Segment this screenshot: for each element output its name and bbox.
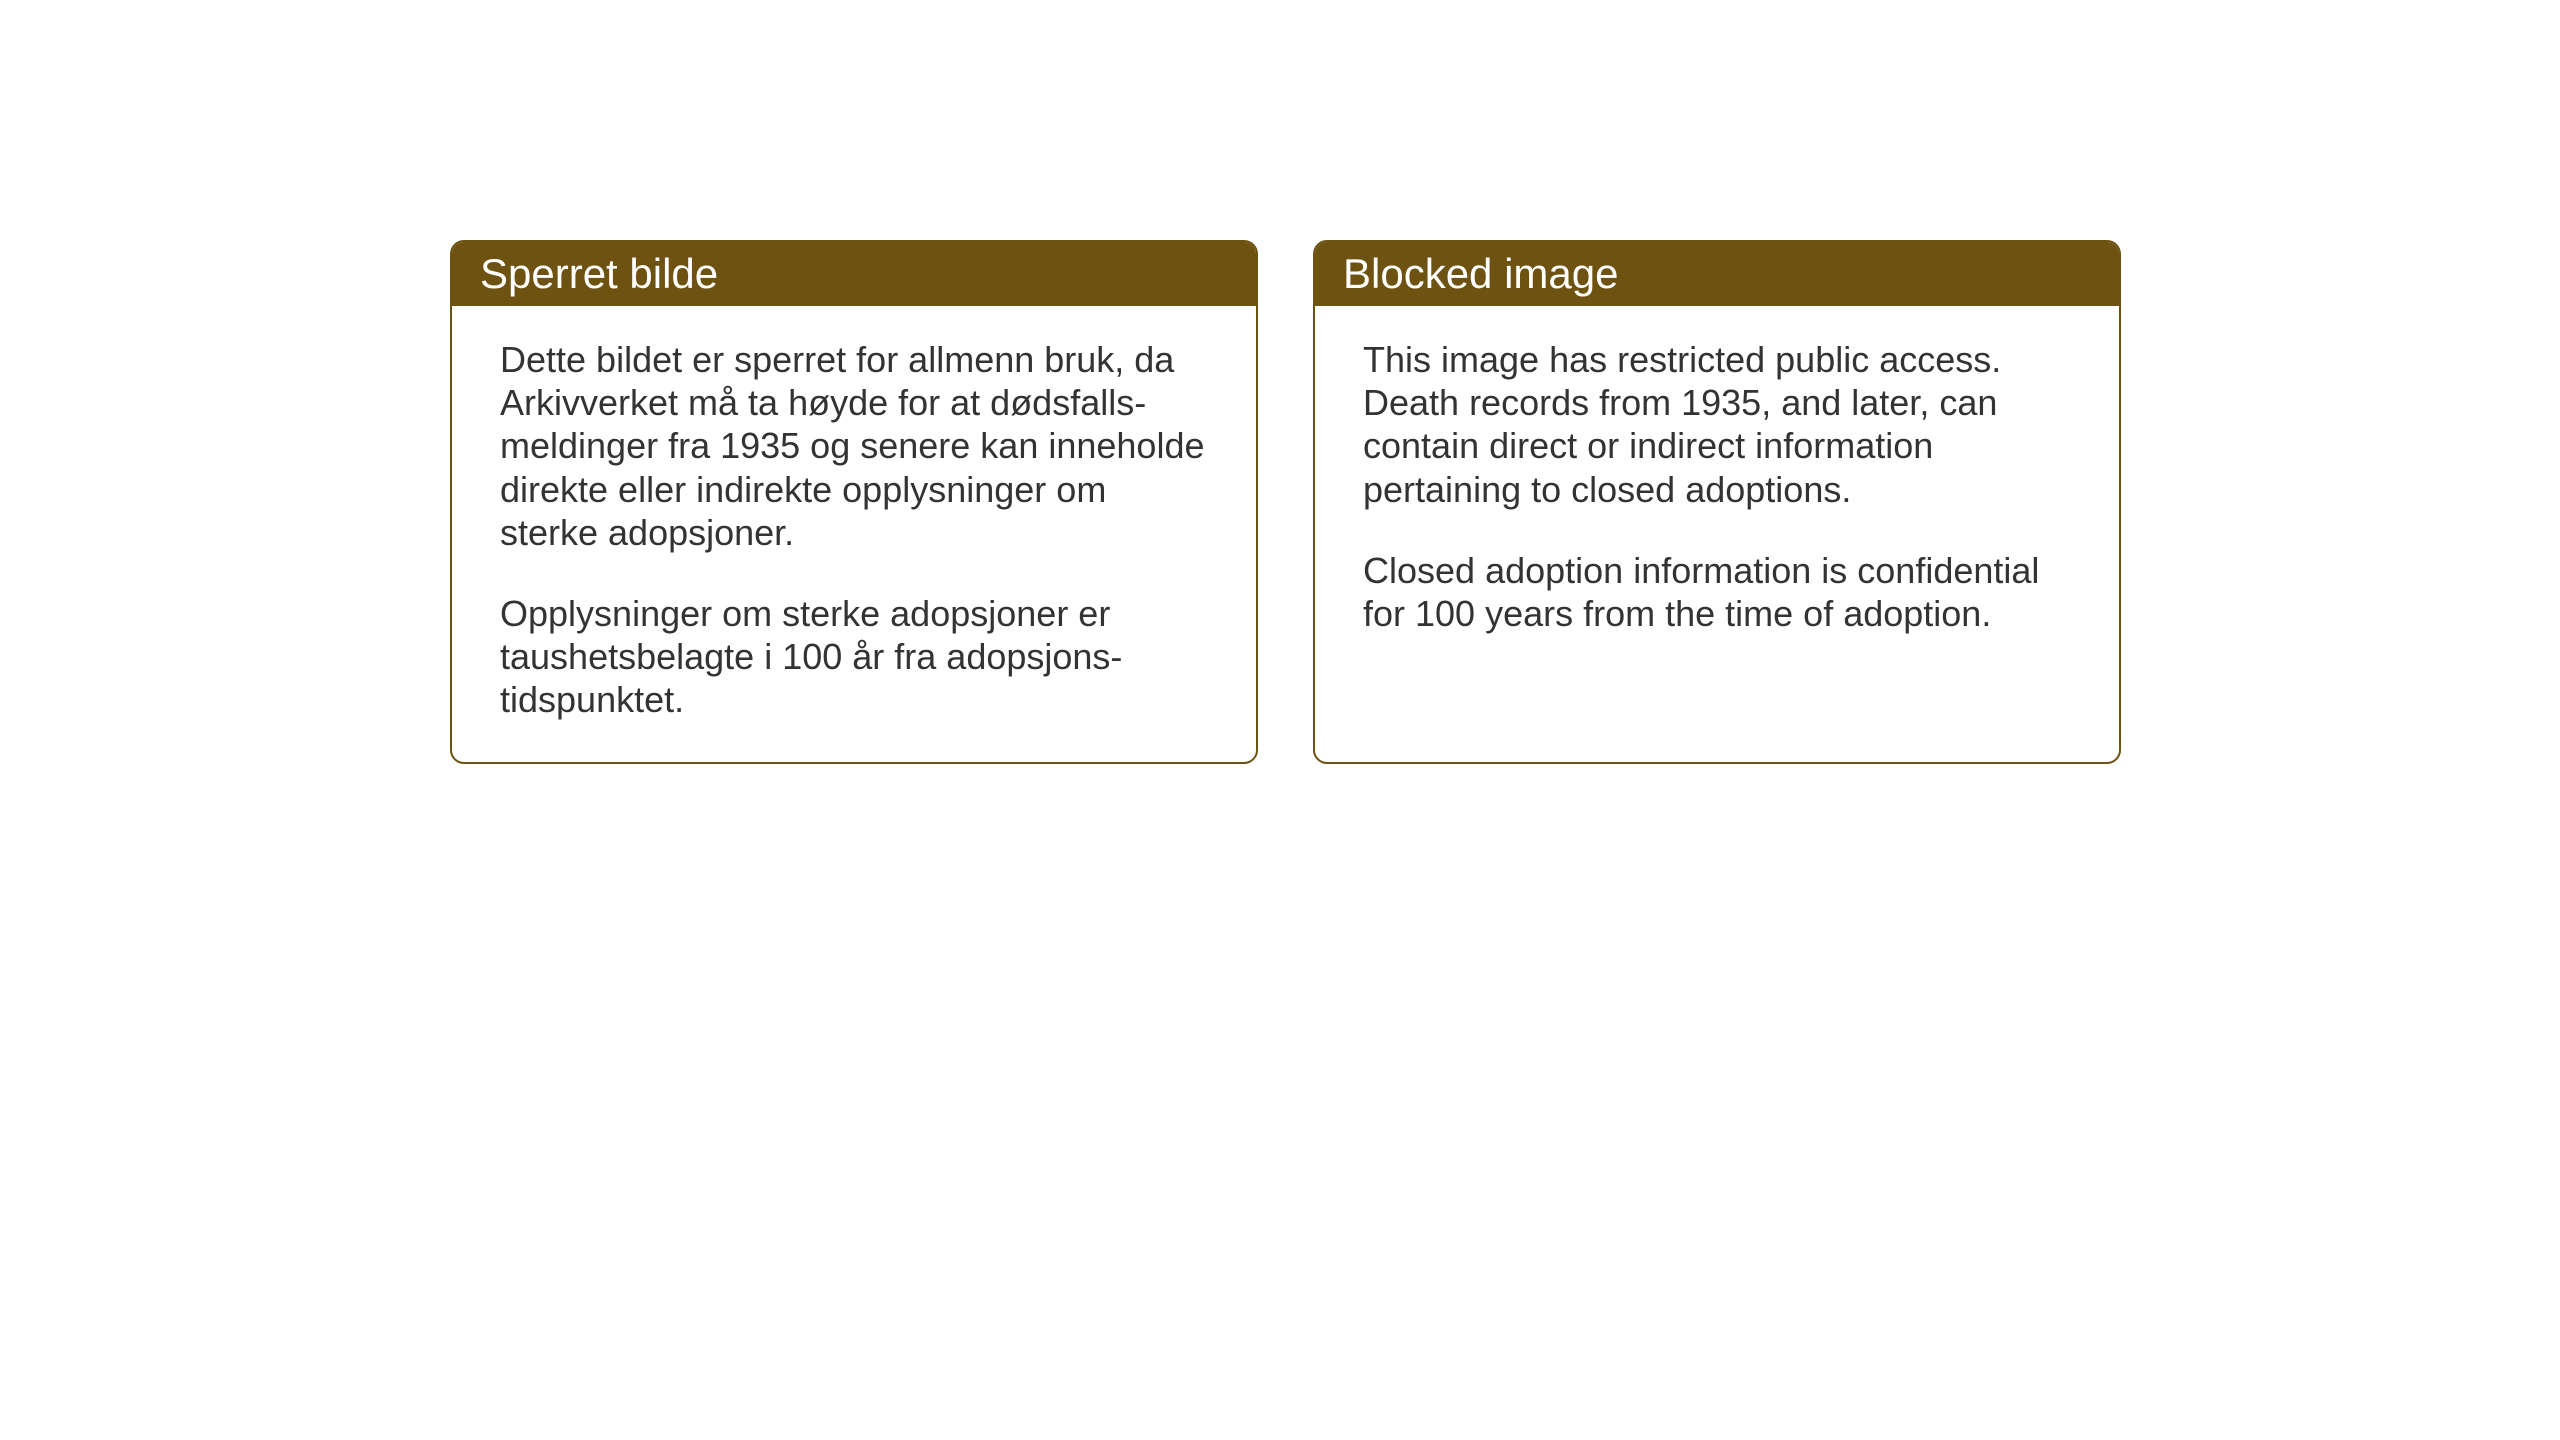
english-card-body: This image has restricted public access.… bbox=[1315, 306, 2119, 675]
norwegian-paragraph-2: Opplysninger om sterke adopsjoner er tau… bbox=[500, 592, 1208, 722]
norwegian-card-title: Sperret bilde bbox=[452, 242, 1256, 306]
norwegian-notice-card: Sperret bilde Dette bildet er sperret fo… bbox=[450, 240, 1258, 764]
english-paragraph-2: Closed adoption information is confident… bbox=[1363, 549, 2071, 635]
notice-cards-container: Sperret bilde Dette bildet er sperret fo… bbox=[450, 240, 2121, 764]
english-notice-card: Blocked image This image has restricted … bbox=[1313, 240, 2121, 764]
english-paragraph-1: This image has restricted public access.… bbox=[1363, 338, 2071, 511]
english-card-title: Blocked image bbox=[1315, 242, 2119, 306]
norwegian-paragraph-1: Dette bildet er sperret for allmenn bruk… bbox=[500, 338, 1208, 554]
norwegian-card-body: Dette bildet er sperret for allmenn bruk… bbox=[452, 306, 1256, 762]
